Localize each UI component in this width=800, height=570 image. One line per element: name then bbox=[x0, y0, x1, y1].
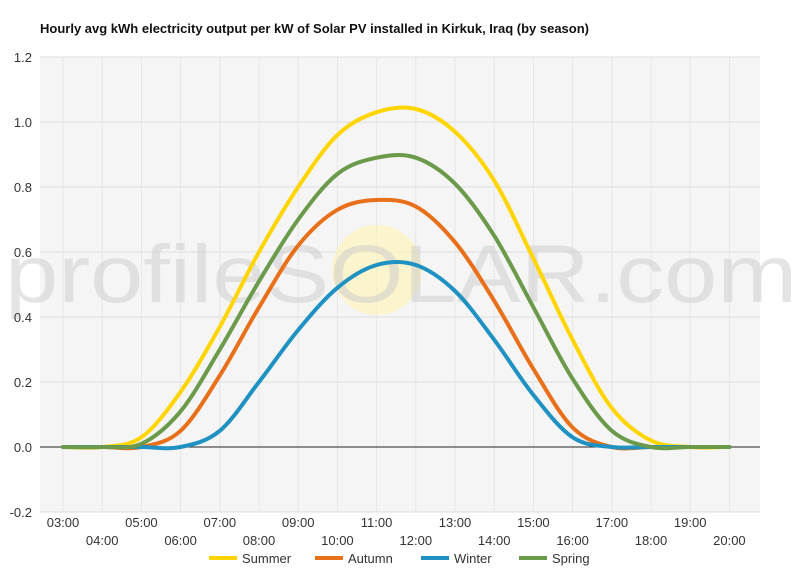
y-tick-label: 1.0 bbox=[14, 115, 32, 130]
x-tick-label: 13:00 bbox=[439, 515, 472, 530]
x-tick-label: 04:00 bbox=[86, 533, 119, 548]
y-tick-label: 1.2 bbox=[14, 50, 32, 65]
x-tick-label: 08:00 bbox=[243, 533, 276, 548]
y-tick-label: -0.2 bbox=[10, 505, 32, 520]
y-tick-label: 0.4 bbox=[14, 310, 32, 325]
x-tick-label: 18:00 bbox=[635, 533, 668, 548]
x-tick-label: 16:00 bbox=[556, 533, 589, 548]
x-tick-label: 07:00 bbox=[204, 515, 237, 530]
x-tick-label: 20:00 bbox=[713, 533, 746, 548]
series-line-spring bbox=[61, 153, 732, 451]
legend-label: Spring bbox=[552, 551, 590, 566]
x-tick-label: 05:00 bbox=[125, 515, 158, 530]
legend-label: Autumn bbox=[348, 551, 393, 566]
y-tick-label: 0.0 bbox=[14, 440, 32, 455]
x-tick-label: 14:00 bbox=[478, 533, 511, 548]
x-axis-ticks: 03:00 04:00 05:00 06:00 07:00 08:00 09:00 10:00… bbox=[47, 515, 746, 548]
series-lines bbox=[61, 105, 732, 451]
legend: Summer Autumn Winter Spring bbox=[209, 551, 590, 566]
watermark-text: profileSOLAR.com bbox=[5, 229, 797, 320]
x-tick-label: 03:00 bbox=[47, 515, 80, 530]
series-line-winter bbox=[61, 259, 732, 451]
x-tick-label: 11:00 bbox=[361, 515, 393, 530]
watermark: profileSOLAR.com bbox=[5, 225, 797, 320]
y-axis-ticks: -0.2 0.0 0.2 0.4 0.6 0.8 1.0 1.2 bbox=[10, 50, 32, 520]
y-tick-label: 0.6 bbox=[14, 245, 32, 260]
x-tick-label: 15:00 bbox=[517, 515, 550, 530]
x-tick-label: 17:00 bbox=[596, 515, 629, 530]
x-tick-label: 09:00 bbox=[282, 515, 315, 530]
chart-title: Hourly avg kWh electricity output per kW… bbox=[40, 21, 589, 36]
series-line-summer bbox=[61, 105, 732, 450]
legend-label: Summer bbox=[242, 551, 292, 566]
x-tick-label: 12:00 bbox=[400, 533, 433, 548]
x-tick-label: 06:00 bbox=[164, 533, 197, 548]
watermark-sun-icon bbox=[332, 225, 422, 315]
legend-label: Winter bbox=[454, 551, 492, 566]
y-tick-label: 0.2 bbox=[14, 375, 32, 390]
x-tick-label: 10:00 bbox=[321, 533, 354, 548]
x-tick-label: 19:00 bbox=[674, 515, 707, 530]
y-tick-label: 0.8 bbox=[14, 180, 32, 195]
